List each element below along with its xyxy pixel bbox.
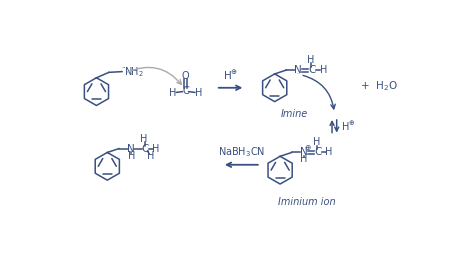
Text: NaBH$_3$CN: NaBH$_3$CN [218, 145, 265, 159]
Text: +  H$_2$O: + H$_2$O [360, 79, 398, 93]
Text: H: H [147, 151, 155, 161]
Text: H: H [325, 148, 333, 158]
Text: ··: ·· [121, 65, 126, 71]
Text: C: C [308, 65, 316, 75]
Text: N: N [294, 65, 302, 75]
Text: N: N [300, 148, 308, 158]
Text: NH$_2$: NH$_2$ [124, 65, 144, 78]
Text: H: H [128, 150, 135, 160]
Text: H: H [153, 144, 160, 154]
Text: H: H [307, 55, 314, 65]
Text: N: N [128, 144, 135, 154]
Text: H: H [320, 65, 327, 75]
Text: C: C [182, 86, 189, 96]
Text: Imine: Imine [281, 109, 308, 119]
Text: H$^{\oplus}$: H$^{\oplus}$ [223, 68, 238, 82]
Text: Iminium ion: Iminium ion [278, 197, 336, 207]
Text: C: C [142, 144, 149, 154]
Text: H: H [313, 138, 320, 148]
Text: O: O [182, 71, 190, 81]
Text: $\oplus$: $\oplus$ [304, 143, 312, 152]
Text: H: H [301, 154, 308, 164]
Text: H$^{\oplus}$: H$^{\oplus}$ [341, 120, 355, 133]
Text: ··: ·· [296, 72, 300, 77]
Text: H: H [169, 88, 176, 98]
Text: H: H [195, 88, 202, 98]
Text: H: H [140, 134, 147, 144]
Text: C: C [314, 148, 322, 158]
